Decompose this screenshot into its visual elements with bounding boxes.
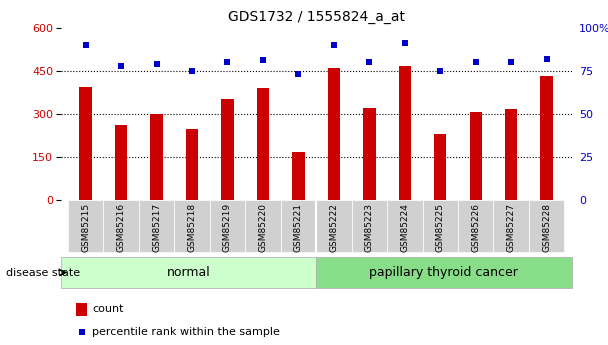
FancyBboxPatch shape <box>494 200 529 252</box>
Point <box>364 59 374 65</box>
Point <box>542 56 551 61</box>
Bar <box>328 68 340 200</box>
Point <box>400 40 410 46</box>
Text: GSM85225: GSM85225 <box>436 203 445 252</box>
Text: GSM85228: GSM85228 <box>542 203 551 252</box>
Point <box>471 59 480 65</box>
Point <box>435 68 445 73</box>
Bar <box>150 114 163 200</box>
Bar <box>399 66 411 200</box>
Text: GSM85215: GSM85215 <box>81 203 90 252</box>
Text: normal: normal <box>167 266 210 279</box>
Bar <box>469 112 482 200</box>
Point <box>77 329 86 334</box>
Point <box>152 61 162 67</box>
Bar <box>434 134 446 200</box>
Title: GDS1732 / 1555824_a_at: GDS1732 / 1555824_a_at <box>227 10 405 24</box>
Text: GSM85224: GSM85224 <box>400 203 409 252</box>
FancyBboxPatch shape <box>423 200 458 252</box>
FancyBboxPatch shape <box>68 200 103 252</box>
Text: GSM85227: GSM85227 <box>506 203 516 252</box>
FancyBboxPatch shape <box>458 200 494 252</box>
FancyBboxPatch shape <box>245 200 281 252</box>
Point <box>294 71 303 77</box>
Text: GSM85216: GSM85216 <box>117 203 126 252</box>
Point <box>329 42 339 48</box>
Point <box>81 42 91 48</box>
Bar <box>115 125 127 200</box>
Bar <box>541 77 553 200</box>
Bar <box>221 99 233 200</box>
Point <box>506 59 516 65</box>
Bar <box>257 88 269 200</box>
Point <box>223 59 232 65</box>
Text: GSM85226: GSM85226 <box>471 203 480 252</box>
Point <box>258 58 268 63</box>
Bar <box>363 108 376 200</box>
Text: papillary thyroid cancer: papillary thyroid cancer <box>370 266 518 279</box>
FancyBboxPatch shape <box>139 200 174 252</box>
FancyBboxPatch shape <box>529 200 564 252</box>
FancyBboxPatch shape <box>316 257 572 288</box>
Text: GSM85221: GSM85221 <box>294 203 303 252</box>
Text: GSM85220: GSM85220 <box>258 203 268 252</box>
FancyBboxPatch shape <box>351 200 387 252</box>
Point <box>187 68 197 73</box>
Text: count: count <box>92 304 124 314</box>
Text: GSM85219: GSM85219 <box>223 203 232 252</box>
FancyBboxPatch shape <box>174 200 210 252</box>
Text: GSM85217: GSM85217 <box>152 203 161 252</box>
Text: disease state: disease state <box>6 268 80 277</box>
FancyBboxPatch shape <box>316 200 351 252</box>
Bar <box>186 129 198 200</box>
Text: percentile rank within the sample: percentile rank within the sample <box>92 327 280 337</box>
Bar <box>292 152 305 200</box>
Bar <box>80 87 92 200</box>
FancyBboxPatch shape <box>210 200 245 252</box>
Text: GSM85222: GSM85222 <box>330 203 339 252</box>
Text: GSM85223: GSM85223 <box>365 203 374 252</box>
Bar <box>505 109 517 200</box>
FancyBboxPatch shape <box>103 200 139 252</box>
Text: GSM85218: GSM85218 <box>187 203 196 252</box>
FancyBboxPatch shape <box>61 257 316 288</box>
FancyBboxPatch shape <box>387 200 423 252</box>
Bar <box>76 303 88 316</box>
Point <box>116 63 126 68</box>
FancyBboxPatch shape <box>281 200 316 252</box>
